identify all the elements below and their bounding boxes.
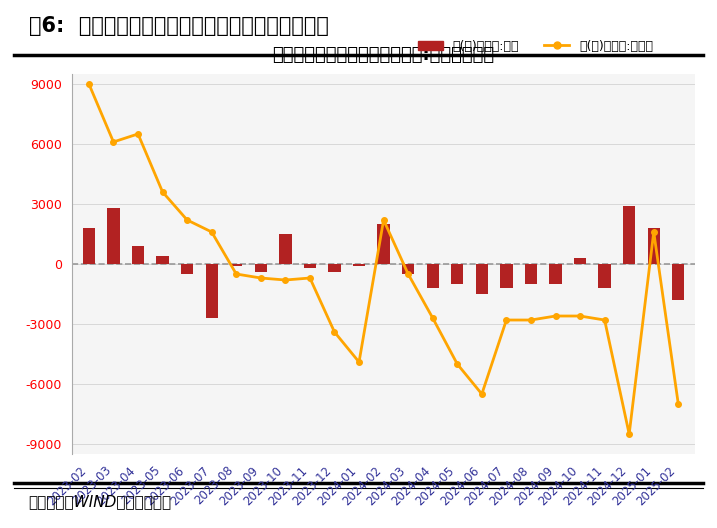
Bar — [672, 264, 685, 300]
Bar — [574, 258, 587, 264]
Bar — [304, 264, 316, 268]
Bar — [328, 264, 341, 272]
Bar — [255, 264, 267, 272]
Bar — [156, 256, 168, 264]
Text: 资料来源：WIND，财信研究院: 资料来源：WIND，财信研究院 — [29, 495, 172, 510]
Bar — [647, 228, 660, 264]
Bar — [402, 264, 414, 274]
Bar — [549, 264, 561, 284]
Bar — [500, 264, 513, 288]
Bar — [377, 224, 390, 264]
Bar — [132, 246, 144, 264]
Bar — [108, 208, 120, 264]
Bar — [451, 264, 463, 284]
Bar — [230, 264, 242, 266]
Bar — [82, 228, 95, 264]
Legend: 企(事)业单位:短贷, 企(事)业单位:中长期: 企(事)业单位:短贷, 企(事)业单位:中长期 — [412, 34, 658, 58]
Text: 图6:  企（事）业单位贷款：当月同比变化（亿元）: 图6: 企（事）业单位贷款：当月同比变化（亿元） — [29, 16, 328, 36]
Bar — [599, 264, 611, 288]
Bar — [427, 264, 439, 288]
Bar — [206, 264, 218, 318]
Bar — [353, 264, 365, 266]
Title: 企（事）业单位新增人民币贷款:当月同比变化: 企（事）业单位新增人民币贷款:当月同比变化 — [272, 46, 495, 64]
Bar — [525, 264, 537, 284]
Bar — [181, 264, 194, 274]
Bar — [279, 234, 292, 264]
Bar — [475, 264, 488, 294]
Bar — [623, 206, 635, 264]
